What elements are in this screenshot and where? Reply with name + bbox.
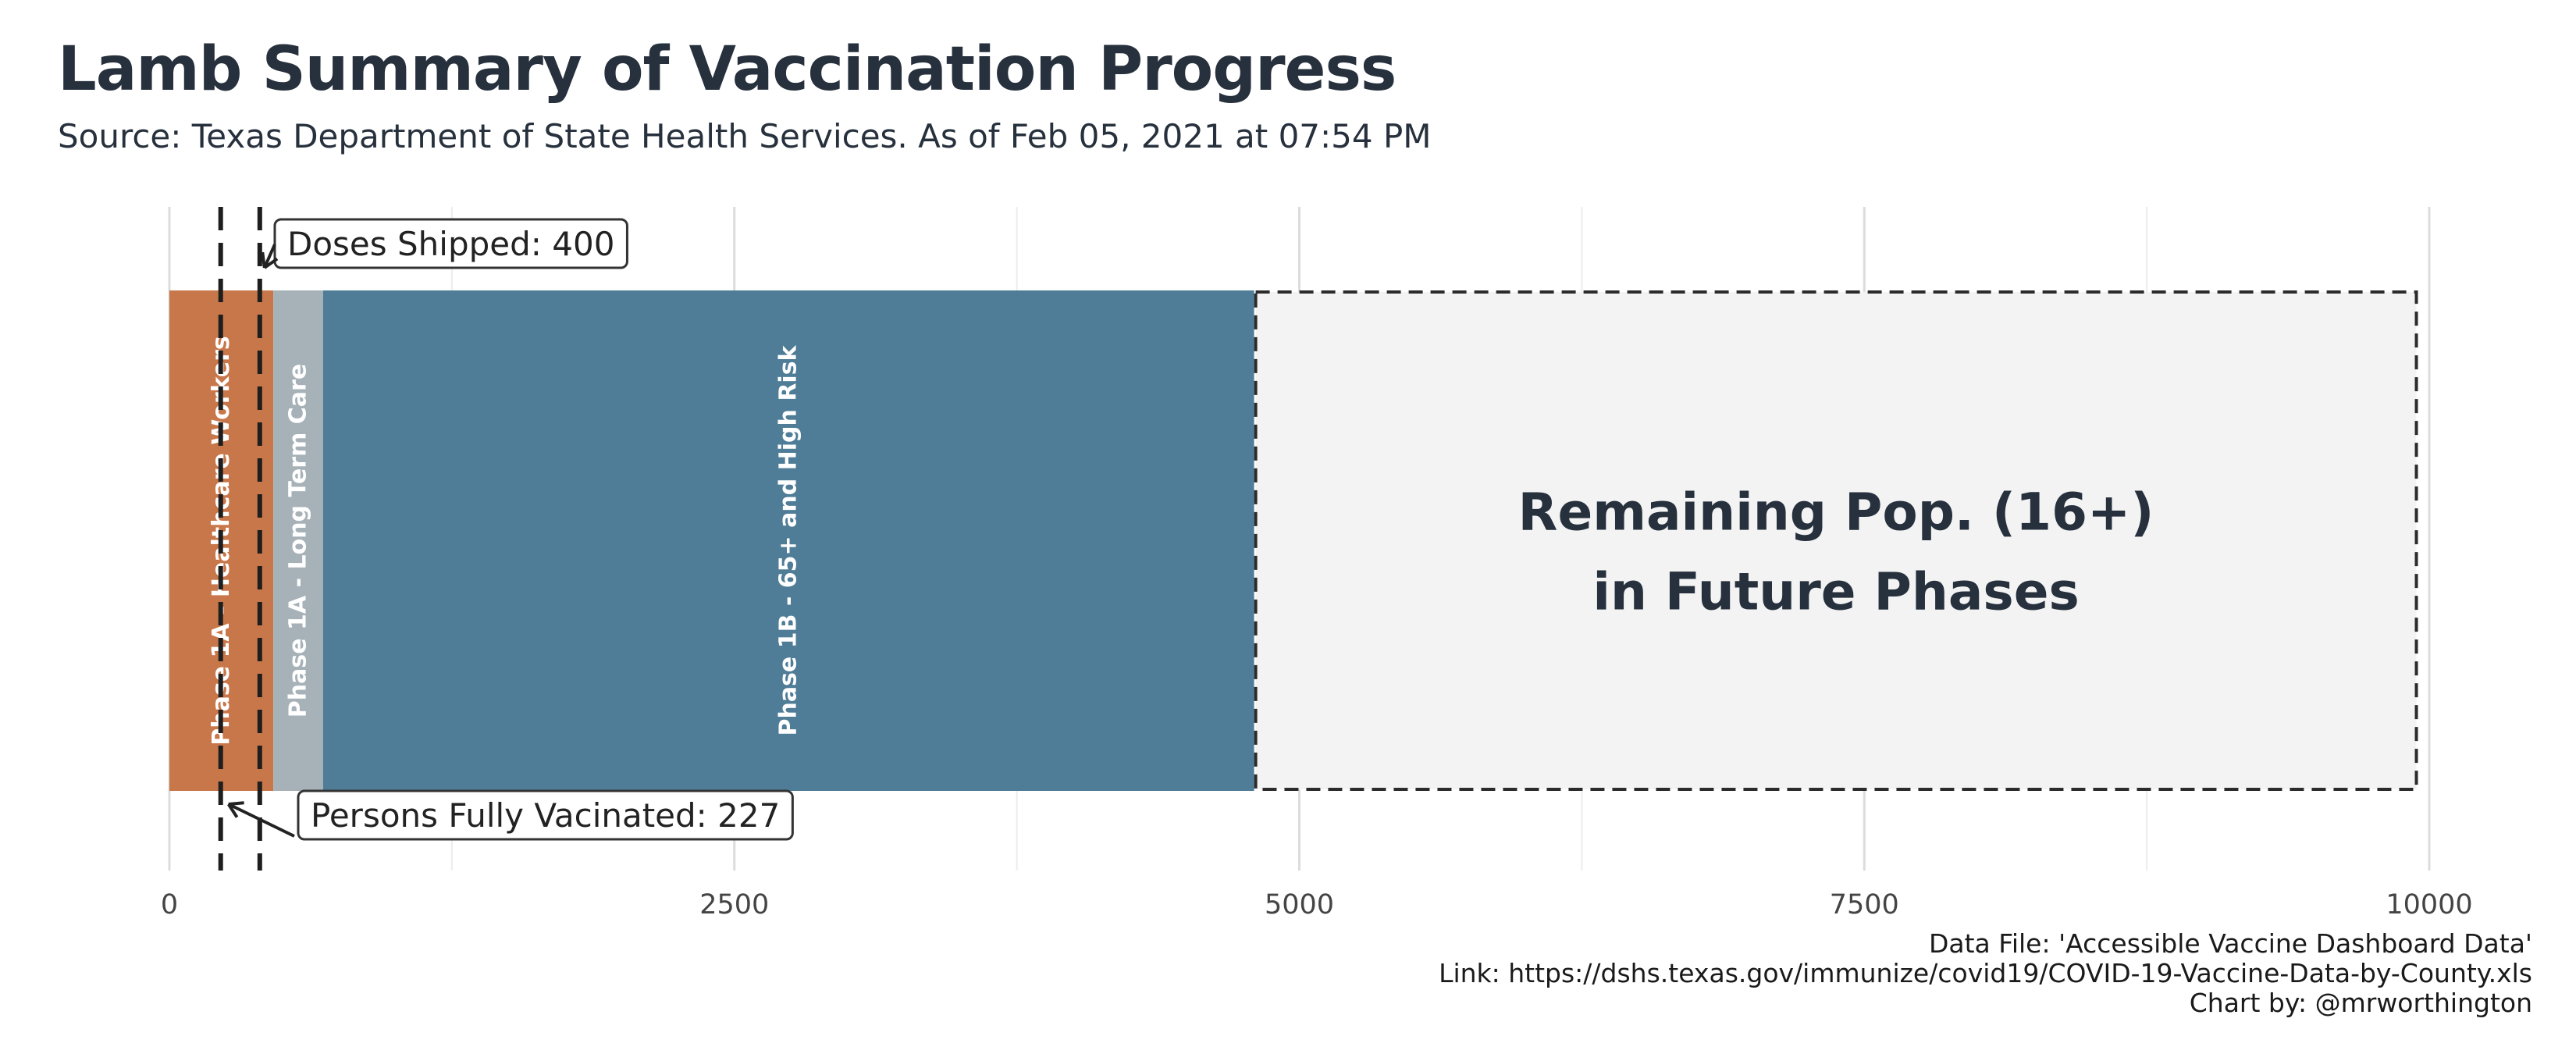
reference-arrow-0: [262, 244, 276, 269]
reference-label-box-1: [297, 789, 794, 841]
chart-caption: Data File: 'Accessible Vaccine Dashboard…: [1439, 929, 2532, 1018]
annotation-layer: Doses Shipped: 400 Persons Fully Vacinate…: [227, 218, 794, 841]
reference-arrowhead-1-1: [227, 803, 239, 818]
caption-data-file: Data File: 'Accessible Vaccine Dashboard…: [1928, 928, 2532, 959]
bar-segment-1: [273, 290, 323, 791]
bar-layer: [169, 290, 2418, 791]
x-tick-label-2: 5000: [1265, 889, 1334, 920]
reference-line-layer: [218, 207, 262, 871]
remaining-pop-label: Remaining Pop. (16+) in Future Phases: [1518, 482, 2154, 622]
x-tick-label-1: 2500: [699, 889, 769, 920]
remaining-pop-label-line: Remaining Pop. (16+): [1518, 482, 2154, 543]
segment-label-2: Phase 1B - 65+ and High Risk: [775, 344, 802, 735]
x-tick-label-0: 0: [161, 889, 178, 920]
reference-label-1: Persons Fully Vacinated: 227: [311, 796, 780, 835]
bar-segment-3: [1254, 290, 2418, 791]
chart-title: Lamb Summary of Vaccination Progress: [58, 34, 1397, 105]
reference-arrowhead-1-0: [228, 801, 244, 806]
reference-label-0: Doses Shipped: 400: [287, 225, 614, 263]
chart-subtitle: Source: Texas Department of State Health…: [58, 117, 1432, 155]
reference-label-box-0: [273, 218, 628, 269]
reference-arrowhead-0-0: [261, 251, 266, 269]
bar-segment-2: [322, 290, 1254, 791]
x-tick-label-3: 7500: [1830, 889, 1899, 920]
caption-link: Link: https://dshs.texas.gov/immunize/co…: [1439, 958, 2532, 988]
caption-credit: Chart by: @mrworthington: [2189, 988, 2532, 1018]
x-axis-tick-layer: 0 2500 5000 7500 10000: [161, 889, 2473, 920]
reference-arrow-1: [227, 803, 295, 838]
reference-arrowhead-0-1: [263, 257, 279, 269]
segment-label-1: Phase 1A - Long Term Care: [285, 364, 312, 718]
remaining-pop-label-line: in Future Phases: [1592, 562, 2079, 622]
x-tick-label-4: 10000: [2386, 889, 2472, 920]
